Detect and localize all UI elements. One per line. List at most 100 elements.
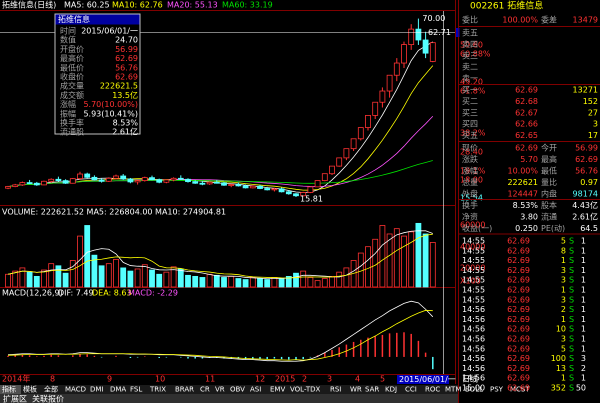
status-item[interactable]: 关联报价	[32, 394, 64, 403]
candle-body	[408, 28, 415, 46]
tab[interactable]: WR	[350, 386, 362, 394]
volume-bar	[5, 273, 11, 288]
tab[interactable]: MTM	[445, 386, 461, 394]
trade-price: 62.69	[507, 344, 530, 353]
tooltip-value: 5.70(10.00%)	[83, 100, 138, 109]
candle-body	[156, 179, 163, 183]
tab[interactable]: TRIX	[149, 386, 166, 394]
trade-count: 1	[581, 315, 586, 324]
tooltip-value: 5.93(10.41%)	[83, 109, 138, 118]
candle-body	[55, 178, 62, 182]
tooltip-value: 24.70	[115, 36, 138, 45]
candle-body	[285, 191, 292, 195]
tooltip-label: 成交量	[60, 81, 84, 91]
volume-bar	[177, 268, 184, 288]
tab[interactable]: CR	[200, 386, 210, 394]
date-label: 11	[205, 375, 215, 384]
volume-bar	[98, 265, 105, 288]
date-label: 2014年	[2, 374, 30, 384]
trade-price: 62.69	[507, 354, 530, 363]
quote-field: 总量	[462, 177, 478, 187]
volume-bar	[249, 277, 256, 288]
candle-body	[242, 185, 249, 189]
quote-field: 3.80	[520, 213, 538, 222]
trade-volume: 13	[556, 364, 566, 373]
tab[interactable]: 全部	[44, 385, 58, 394]
tab[interactable]: BRAR	[175, 386, 194, 394]
volume-bar	[343, 267, 350, 288]
trade-price: 62.69	[507, 295, 530, 304]
sell-label: 卖四	[462, 40, 478, 49]
tab[interactable]: RSI	[330, 386, 341, 394]
volume-legend: VOLUME: 222621.52 MA5: 226804.00 MA10: 2…	[2, 208, 226, 217]
tab[interactable]: DMA	[110, 386, 126, 394]
date-label: 2015	[275, 375, 295, 384]
trade-side: S	[569, 286, 574, 295]
trade-price: 62.69	[507, 246, 530, 255]
status-item[interactable]: 扩展区	[3, 394, 27, 403]
volume-bar	[415, 222, 422, 288]
trade-volume: 100	[551, 354, 566, 363]
volume-bar	[336, 271, 343, 288]
tab[interactable]: FSL	[130, 386, 142, 394]
tab[interactable]: ROC	[425, 386, 440, 394]
candle-body	[372, 101, 379, 116]
tab[interactable]: VR	[215, 386, 225, 394]
tab[interactable]: KDJ	[385, 386, 397, 394]
volume-bar	[62, 272, 69, 288]
volume-bar	[55, 265, 62, 288]
trade-volume: 10	[556, 325, 566, 334]
trade-time: 14:56	[462, 364, 485, 373]
buy-price: 62.67	[515, 108, 538, 117]
candle-body	[177, 177, 184, 180]
volume-bar	[33, 275, 40, 288]
tab[interactable]: CCI	[405, 386, 417, 394]
buy-volume: 3	[593, 120, 598, 129]
tab[interactable]: PSY	[490, 386, 504, 394]
tooltip-value: 62.69	[115, 54, 138, 63]
tab[interactable]: ASI	[250, 386, 261, 394]
quote-field: 内盘	[541, 189, 557, 199]
trade-time: 14:55	[462, 295, 485, 304]
trade-volume: 8	[561, 246, 566, 255]
candle-body	[221, 182, 227, 186]
tooltip-box	[54, 13, 141, 135]
tab[interactable]: 指标	[2, 385, 16, 394]
trade-volume: 1	[561, 374, 566, 383]
trade-side: S	[569, 237, 574, 246]
volume-bar	[401, 235, 407, 288]
volume-bar	[156, 273, 163, 288]
tab[interactable]: BOLL	[465, 386, 483, 394]
trade-volume: 3	[561, 276, 566, 285]
price-axis: 59.60 60.88% 49.20 61.8% 38.2% 28.40 19.…	[460, 41, 491, 203]
volume-bar	[293, 272, 299, 288]
tab[interactable]: MCST	[510, 386, 530, 394]
tooltip-label: 最高价	[60, 53, 84, 63]
trade-count: 1	[581, 374, 586, 383]
tab[interactable]: DMI	[90, 386, 104, 394]
candle-body	[213, 181, 220, 184]
buy-label: 买四	[462, 120, 478, 129]
trade-count: 1	[581, 325, 586, 334]
price-label: 15.54	[460, 194, 483, 203]
candle-body	[257, 185, 263, 189]
trade-side: S	[569, 335, 574, 344]
candle-body	[105, 177, 112, 182]
tab[interactable]: OBV	[230, 386, 245, 394]
sell-label: 卖五	[462, 29, 478, 38]
tab[interactable]: 模板	[23, 385, 37, 394]
tab[interactable]: EMV	[270, 386, 285, 394]
volume-bar	[206, 273, 213, 288]
tab[interactable]: MACD	[65, 386, 86, 394]
quote-field: 124447	[507, 190, 538, 199]
trade-price: 62.69	[507, 305, 530, 314]
tooltip-label: 流通股	[60, 127, 84, 137]
tab[interactable]: VOL-TDX	[290, 386, 321, 394]
trade-volume: 2	[561, 305, 566, 314]
volume-bar	[141, 264, 148, 288]
candle-body	[77, 173, 83, 180]
trade-volume: 5	[561, 344, 566, 353]
sell-label: 卖一	[462, 74, 478, 83]
window-title: 拓维信息(日线)	[2, 0, 56, 10]
tab[interactable]: SAR	[365, 386, 379, 394]
